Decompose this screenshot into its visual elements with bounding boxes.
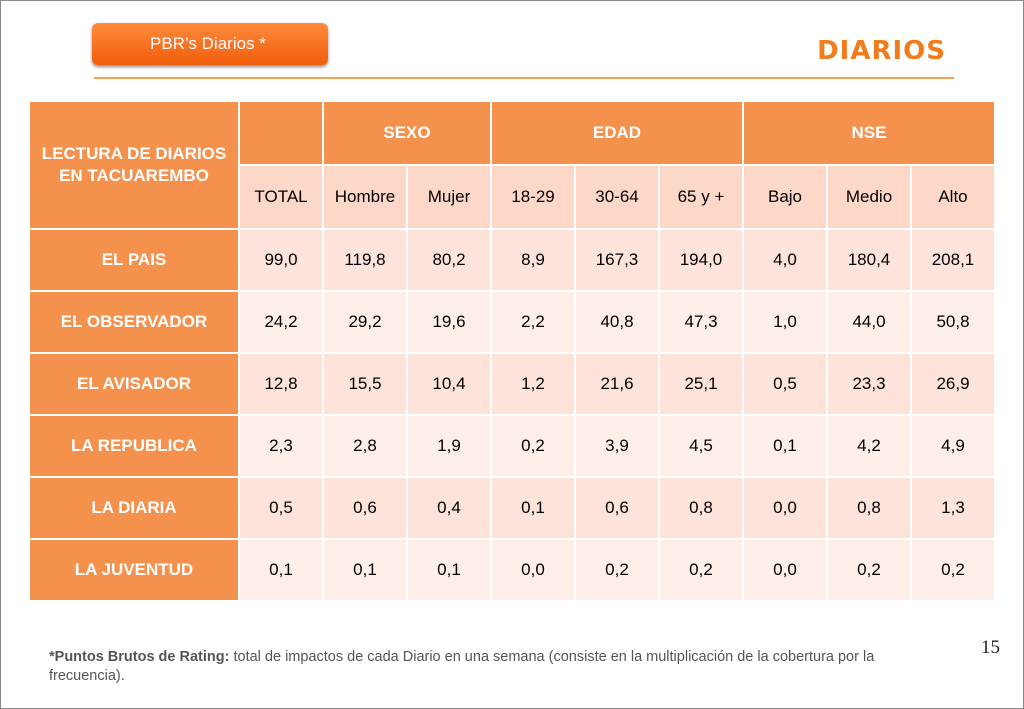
table-cell: 0,1 xyxy=(238,538,324,602)
table-cell: 0,2 xyxy=(574,538,660,602)
table-cell: 2,8 xyxy=(322,414,408,478)
table-cell: 24,2 xyxy=(238,290,324,354)
table-cell: 8,9 xyxy=(490,228,576,292)
table-row: EL OBSERVADOR 24,2 29,2 19,6 2,2 40,8 47,3 1,0 4… xyxy=(28,290,996,354)
table-cell: 1,9 xyxy=(406,414,492,478)
row-label: LA REPUBLICA xyxy=(28,414,240,478)
footnote-term: *Puntos Brutos de Rating: xyxy=(49,649,230,665)
table-row: LA JUVENTUD 0,1 0,1 0,1 0,0 0,2 0,2 0,0 0,2 0,2 xyxy=(28,538,996,602)
column-header: Alto xyxy=(910,164,996,230)
table-corner-label: LECTURA DE DIARIOS EN TACUAREMBO xyxy=(28,100,240,230)
table-row: EL PAIS 99,0 119,8 80,2 8,9 167,3 194,0 4,0 180,… xyxy=(28,228,996,292)
row-label: LA JUVENTUD xyxy=(28,538,240,602)
column-header: TOTAL xyxy=(238,164,324,230)
table-cell: 194,0 xyxy=(658,228,744,292)
table-cell: 180,4 xyxy=(826,228,912,292)
column-header-row: TOTAL Hombre Mujer 18-29 30-64 65 y + Bajo Medi… xyxy=(29,164,996,230)
table-cell: 2,2 xyxy=(490,290,576,354)
footnote: *Puntos Brutos de Rating: total de impac… xyxy=(49,648,949,686)
column-header: Bajo xyxy=(742,164,828,230)
table-cell: 0,1 xyxy=(742,414,828,478)
table-cell: 1,3 xyxy=(910,476,996,540)
table-cell: 0,5 xyxy=(238,476,324,540)
table-cell: 1,0 xyxy=(742,290,828,354)
table-cell: 50,8 xyxy=(910,290,996,354)
table-cell: 0,4 xyxy=(406,476,492,540)
table-body: EL PAIS 99,0 119,8 80,2 8,9 167,3 194,0 4,0 180,… xyxy=(28,228,996,602)
column-header: Hombre xyxy=(322,164,408,230)
table-cell: 0,5 xyxy=(742,352,828,416)
table-cell: 15,5 xyxy=(322,352,408,416)
table-cell: 26,9 xyxy=(910,352,996,416)
table-cell: 167,3 xyxy=(574,228,660,292)
column-header: Medio xyxy=(826,164,912,230)
table-cell: 0,0 xyxy=(742,538,828,602)
table-cell: 208,1 xyxy=(910,228,996,292)
table-cell: 0,1 xyxy=(322,538,408,602)
table-cell: 1,2 xyxy=(490,352,576,416)
row-label: LA DIARIA xyxy=(28,476,240,540)
badge-label: PBR’s Diarios * xyxy=(150,34,266,53)
table-cell: 2,3 xyxy=(238,414,324,478)
title-divider xyxy=(94,77,954,79)
pbr-diarios-badge: PBR’s Diarios * xyxy=(92,23,328,65)
column-header: 30-64 xyxy=(574,164,660,230)
table-cell: 10,4 xyxy=(406,352,492,416)
table-cell: 21,6 xyxy=(574,352,660,416)
footnote-text: total de impactos de cada Diario en una … xyxy=(49,649,875,684)
group-header-nse: NSE xyxy=(742,100,996,166)
table-cell: 80,2 xyxy=(406,228,492,292)
table-cell: 4,2 xyxy=(826,414,912,478)
table-cell: 44,0 xyxy=(826,290,912,354)
table-cell: 19,6 xyxy=(406,290,492,354)
table-cell: 47,3 xyxy=(658,290,744,354)
table-cell: 4,0 xyxy=(742,228,828,292)
table-cell: 0,2 xyxy=(910,538,996,602)
table-cell: 25,1 xyxy=(658,352,744,416)
table-cell: 99,0 xyxy=(238,228,324,292)
table-cell: 0,8 xyxy=(658,476,744,540)
table-cell: 0,8 xyxy=(826,476,912,540)
readership-table: LECTURA DE DIARIOS EN TACUAREMBO SEXO ED… xyxy=(28,100,996,602)
group-header-edad: EDAD xyxy=(490,100,744,166)
table-cell: 0,0 xyxy=(742,476,828,540)
group-header-sexo: SEXO xyxy=(322,100,492,166)
table-cell: 23,3 xyxy=(826,352,912,416)
table-cell: 29,2 xyxy=(322,290,408,354)
page-title: DIARIOS xyxy=(817,36,946,66)
table-cell: 0,1 xyxy=(490,476,576,540)
table-cell: 0,6 xyxy=(574,476,660,540)
table-cell: 119,8 xyxy=(322,228,408,292)
header-blank-cell xyxy=(238,100,324,166)
table-cell: 0,2 xyxy=(490,414,576,478)
table-cell: 4,9 xyxy=(910,414,996,478)
table-cell: 12,8 xyxy=(238,352,324,416)
table-cell: 0,2 xyxy=(658,538,744,602)
table-row: LA DIARIA 0,5 0,6 0,4 0,1 0,6 0,8 0,0 0,8 1,3 xyxy=(28,476,996,540)
table-cell: 40,8 xyxy=(574,290,660,354)
column-header: Mujer xyxy=(406,164,492,230)
table-cell: 3,9 xyxy=(574,414,660,478)
table-row: EL AVISADOR 12,8 15,5 10,4 1,2 21,6 25,1 0,5 23,… xyxy=(28,352,996,416)
table-cell: 0,1 xyxy=(406,538,492,602)
table-cell: 4,5 xyxy=(658,414,744,478)
row-label: EL PAIS xyxy=(28,228,240,292)
column-header: 18-29 xyxy=(490,164,576,230)
page-number: 15 xyxy=(981,637,1000,658)
column-header: 65 y + xyxy=(658,164,744,230)
table-row: LA REPUBLICA 2,3 2,8 1,9 0,2 3,9 4,5 0,1 4,2 4,9 xyxy=(28,414,996,478)
table-cell: 0,2 xyxy=(826,538,912,602)
table-cell: 0,6 xyxy=(322,476,408,540)
table-cell: 0,0 xyxy=(490,538,576,602)
row-label: EL OBSERVADOR xyxy=(28,290,240,354)
row-label: EL AVISADOR xyxy=(28,352,240,416)
